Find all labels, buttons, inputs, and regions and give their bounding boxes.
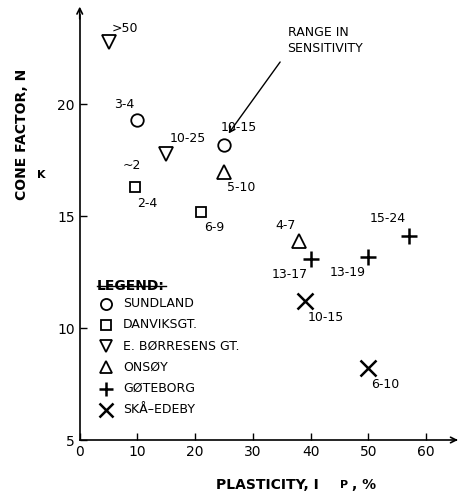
Text: 10-15: 10-15	[308, 310, 344, 324]
Text: SKÅ–EDEBY: SKÅ–EDEBY	[123, 404, 195, 416]
Text: 10-25: 10-25	[169, 132, 205, 144]
Text: P: P	[340, 480, 348, 490]
Text: 10-15: 10-15	[221, 120, 257, 134]
Text: 6-9: 6-9	[204, 221, 224, 234]
Text: LEGEND:: LEGEND:	[97, 279, 165, 293]
Text: 5-10: 5-10	[227, 181, 255, 194]
Text: 13-17: 13-17	[272, 268, 308, 281]
Text: CONE FACTOR, N: CONE FACTOR, N	[15, 68, 29, 200]
Text: , %: , %	[352, 478, 376, 492]
Text: ONSØY: ONSØY	[123, 361, 168, 374]
Text: E. BØRRESENS GT.: E. BØRRESENS GT.	[123, 340, 240, 352]
Text: PLASTICITY, I: PLASTICITY, I	[216, 478, 319, 492]
Text: DANVIKSGT.: DANVIKSGT.	[123, 318, 198, 332]
Text: K: K	[37, 170, 45, 180]
Text: GØTEBORG: GØTEBORG	[123, 382, 195, 395]
Text: 4-7: 4-7	[276, 219, 296, 232]
Text: 15-24: 15-24	[370, 212, 406, 226]
Text: SUNDLAND: SUNDLAND	[123, 297, 194, 310]
Text: 2-4: 2-4	[137, 196, 158, 209]
Text: 13-19: 13-19	[329, 266, 365, 279]
Text: >50: >50	[112, 22, 138, 35]
Text: 6-10: 6-10	[371, 378, 400, 391]
Text: 3-4: 3-4	[114, 98, 135, 111]
Text: ~2: ~2	[123, 158, 141, 172]
Text: RANGE IN
SENSITIVITY: RANGE IN SENSITIVITY	[287, 26, 363, 56]
